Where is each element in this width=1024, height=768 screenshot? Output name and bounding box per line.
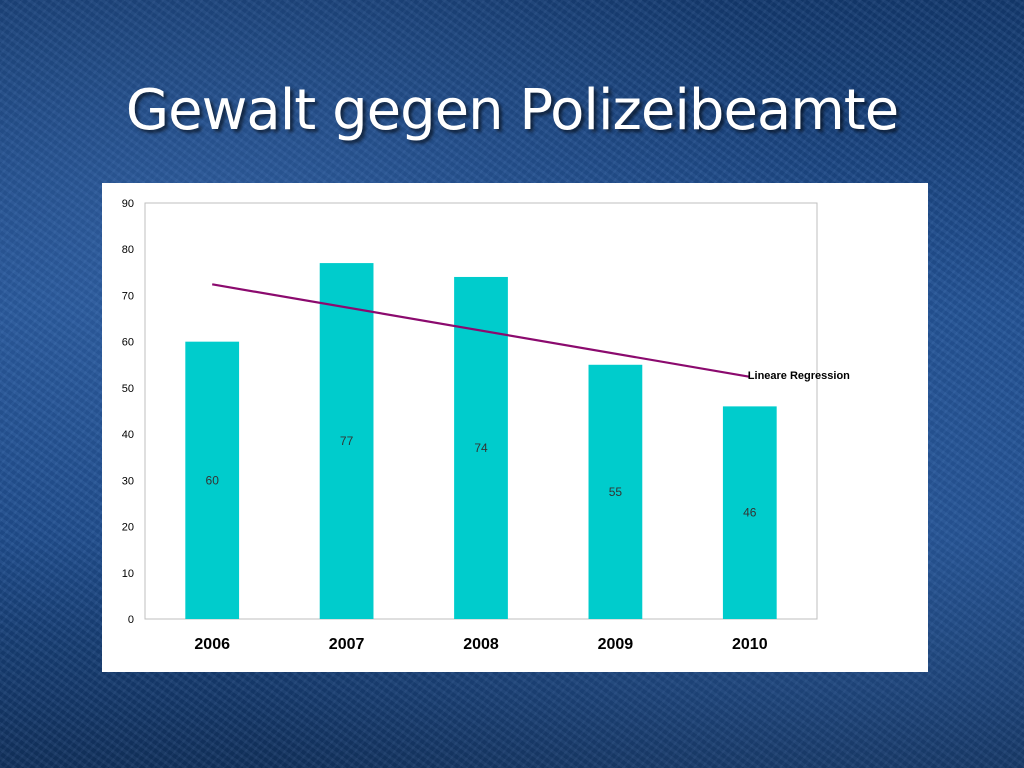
bar [319,263,374,619]
data-label: 60 [206,473,220,487]
y-tick-label: 70 [122,290,134,302]
trendline [212,283,750,378]
y-tick-label: 0 [128,614,134,626]
x-tick-label: 2010 [732,636,768,653]
trendline-group: Lineare Regression [212,283,850,382]
slide-title: Gewalt gegen Polizeibeamte [125,78,899,143]
x-tick-label: 2006 [194,636,230,653]
bar [185,341,240,619]
y-tick-label: 30 [122,475,134,487]
x-tick-label: 2008 [463,636,499,653]
y-tick-label: 60 [122,337,134,349]
bar [722,406,777,619]
y-tick-label: 40 [122,429,134,441]
bars [185,263,777,619]
y-tick-label: 90 [122,198,134,210]
y-tick-label: 80 [122,244,134,256]
data-label: 55 [609,485,623,499]
y-tick-label: 50 [122,383,134,395]
data-label: 77 [340,434,354,448]
y-axis: 0 10 20 30 40 50 60 70 80 90 [122,198,134,626]
bar [588,364,643,619]
y-tick-label: 10 [122,568,134,580]
x-tick-label: 2007 [329,636,365,653]
chart-panel: 0 10 20 30 40 50 60 70 80 90 60 77 74 55 46 2006 2007 2… [102,183,928,672]
data-labels: 60 77 74 55 46 [206,434,757,520]
x-axis: 2006 2007 2008 2009 2010 [194,636,767,653]
data-label: 46 [743,506,757,520]
x-tick-label: 2009 [598,636,634,653]
data-label: 74 [474,441,488,455]
y-tick-label: 20 [122,522,134,534]
trendline-label: Lineare Regression [748,370,850,382]
